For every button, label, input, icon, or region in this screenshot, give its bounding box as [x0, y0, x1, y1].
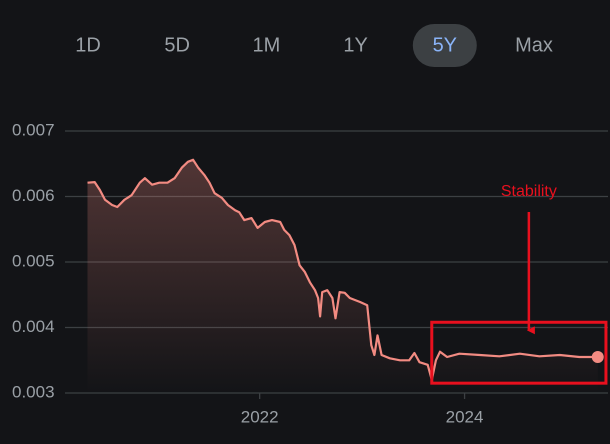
range-button-selected-bg [412, 24, 477, 67]
range-button[interactable]: 1D [75, 34, 101, 56]
range-button[interactable]: 5D [164, 34, 190, 56]
y-tick-label: 0.006 [12, 186, 55, 205]
range-button[interactable]: 1Y [343, 34, 367, 56]
y-tick-label: 0.005 [12, 251, 55, 270]
y-tick-label: 0.007 [12, 120, 55, 139]
area [87, 159, 598, 393]
range-button-label[interactable]: 1M [253, 34, 281, 56]
range-button-label[interactable]: 5Y [433, 34, 457, 56]
range-button[interactable]: Max [515, 34, 553, 56]
highlight-box [430, 320, 608, 385]
x-tick-label: 2022 [241, 407, 279, 426]
y-tick-label: 0.004 [12, 317, 55, 336]
range-button-label[interactable]: 5D [164, 34, 190, 56]
range-button-label[interactable]: 1D [75, 34, 101, 56]
end-point [591, 350, 604, 363]
range-button[interactable]: 1M [253, 34, 281, 56]
line [87, 158, 598, 381]
annotation-text: Stability [501, 183, 557, 200]
range-button-label[interactable]: Max [515, 34, 553, 56]
y-tick-label: 0.003 [12, 382, 55, 401]
range-button-label[interactable]: 1Y [343, 34, 367, 56]
range-button[interactable]: 5Y [412, 24, 477, 67]
x-tick-label: 2024 [446, 407, 484, 426]
